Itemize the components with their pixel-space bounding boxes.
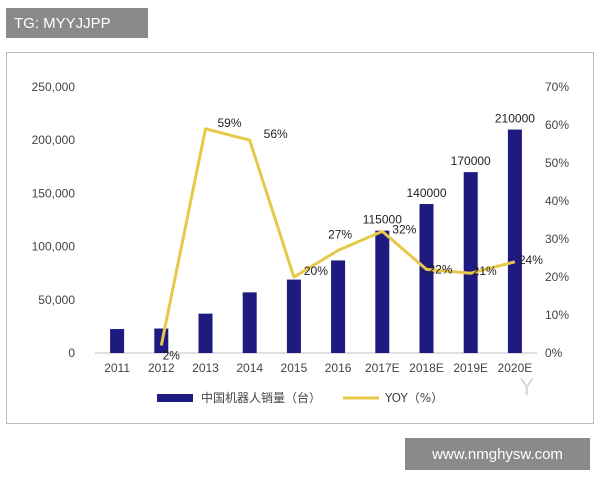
x-tick-label: 2020E [498, 361, 533, 375]
x-tick-label: 2012 [148, 361, 175, 375]
watermark-logo: Y [520, 376, 534, 401]
bar [242, 292, 257, 353]
y-left-tick-label: 250,000 [32, 80, 76, 94]
bar-data-label: 210000 [495, 112, 535, 126]
x-tick-label: 2016 [325, 361, 352, 375]
x-tick-label: 2018E [409, 361, 444, 375]
legend-bar-label: 中国机器人销量（台） [201, 390, 321, 405]
bar [463, 172, 478, 353]
bar-data-label: 115000 [363, 213, 402, 227]
sales-chart: 0 50,000 100,000 150,000 200,000 250,000 0% 10%… [32, 80, 570, 405]
line-data-label: 2% [163, 348, 181, 362]
line-data-label: 56% [264, 127, 288, 141]
footer-tag: www.nmghysw.com [405, 438, 590, 470]
legend-line-label: YOY（%） [384, 391, 443, 405]
yoy-line [159, 127, 516, 346]
line-data-label: 24% [519, 253, 543, 267]
y-left-tick-label: 50,000 [38, 293, 75, 307]
line-data-label: 32% [392, 222, 416, 236]
bar [375, 230, 390, 353]
line-data-label: 59% [217, 116, 241, 130]
bar [110, 329, 125, 353]
y-right-tick-label: 10% [545, 308, 569, 322]
y-left-tick-label: 100,000 [32, 240, 76, 254]
y-right-tick-label: 30% [545, 232, 569, 246]
y-left-tick-label: 200,000 [32, 133, 76, 147]
x-tick-label: 2011 [104, 361, 130, 375]
y-left-tick-label: 150,000 [32, 186, 76, 200]
bar [507, 129, 522, 353]
bar [198, 313, 213, 353]
x-tick-label: 2014 [236, 361, 263, 375]
y-right-tick-label: 70% [545, 80, 569, 94]
line-data-label: 27% [328, 227, 352, 241]
y-right-tick-label: 40% [545, 194, 569, 208]
bar [419, 204, 434, 353]
y-left-tick-label: 0 [68, 346, 75, 360]
y-right-tick-label: 20% [545, 270, 569, 284]
line-data-label: 22% [428, 262, 452, 276]
x-tick-label: 2017E [365, 361, 400, 375]
line-data-label: 20% [304, 264, 328, 278]
x-tick-label: 2019E [453, 361, 488, 375]
y-right-tick-label: 50% [545, 156, 569, 170]
legend-bar-swatch [157, 394, 193, 402]
x-tick-label: 2015 [281, 361, 308, 375]
y-right-tick-label: 60% [545, 118, 569, 132]
y-right-tick-label: 0% [545, 346, 563, 360]
header-tag: TG: MYYJJPP [6, 8, 148, 38]
bar-data-label: 170000 [451, 154, 491, 168]
line-data-label: 21% [473, 264, 497, 278]
chart-frame: 0 50,000 100,000 150,000 200,000 250,000 0% 10%… [6, 52, 594, 424]
x-tick-label: 2013 [192, 361, 219, 375]
bar-data-label: 140000 [406, 186, 446, 200]
bar [331, 260, 346, 353]
bar [286, 279, 301, 353]
